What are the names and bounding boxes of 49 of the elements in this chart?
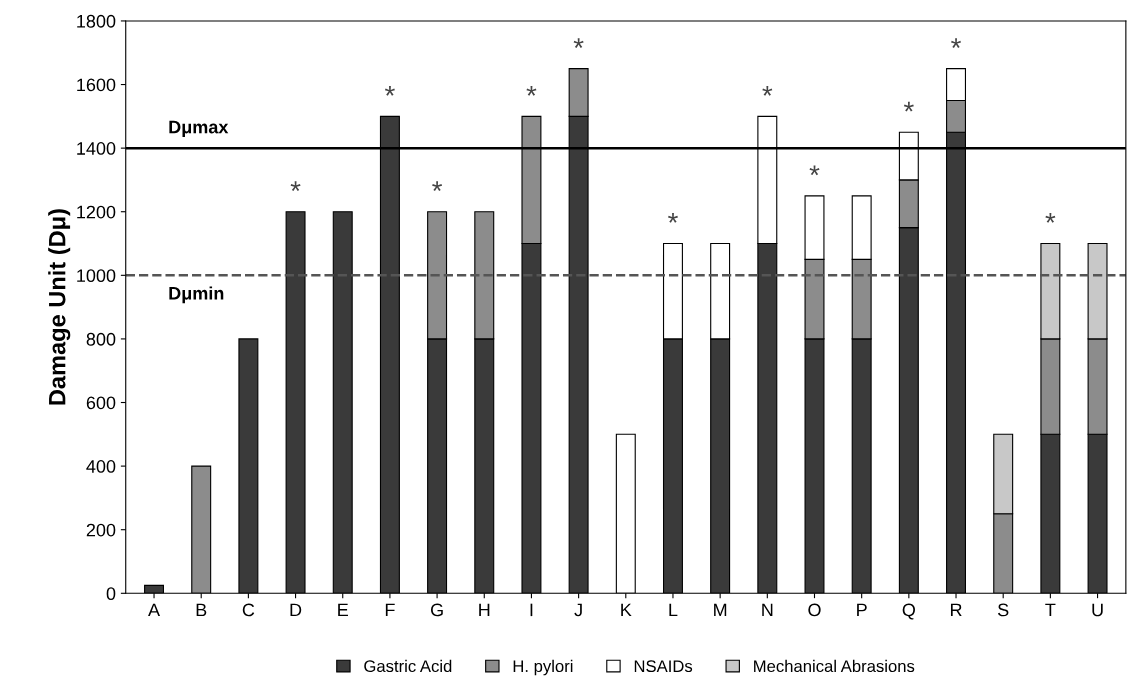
x-tick-label: K [621,603,632,617]
y-tick-label: 600 [86,396,116,410]
y-axis-title: Damage Unit (Dμ) [48,209,71,405]
x-tick-label: F [385,603,395,617]
x-tick-label: H [479,603,490,617]
annotation: * [384,85,395,96]
x-tick-label: E [338,603,348,617]
y-tick-label: 1200 [77,205,116,219]
y-tick-label: 1600 [77,78,116,92]
x-tick-label: Q [902,603,916,620]
y-tick-label: 0 [106,587,116,601]
annotation: * [573,38,584,48]
x-tick-label: A [148,603,161,617]
x-tick-label: J [574,603,582,617]
legend-label: NSAIDs [634,660,693,673]
annotation: * [290,181,301,192]
x-tick-label: G [430,603,443,617]
legend-label: H. pylori [513,659,573,676]
annotation: * [1045,213,1056,223]
annotation: * [809,165,820,176]
legend-label: Mechanical Abrasions [754,659,915,673]
x-tick-label: P [857,603,867,617]
x-tick-label: U [1092,603,1103,617]
annotation: * [526,85,537,96]
x-tick-label: L [669,603,678,617]
annotation: * [903,101,914,112]
y-tick-label: 200 [86,523,116,537]
ref-line-label: Dμmax [169,120,229,137]
y-tick-label: 1000 [77,269,116,283]
y-tick-label: 1800 [77,14,116,28]
legend-label: Gastric Acid [364,659,452,673]
x-tick-label: S [998,603,1009,617]
x-tick-label: I [530,603,533,617]
annotation: * [668,213,678,223]
x-tick-label: M [714,603,727,617]
x-tick-label: C [242,603,255,617]
x-tick-label: D [290,603,302,617]
annotation: * [951,38,961,48]
x-tick-label: T [1045,603,1056,617]
ref-line-label: Dμmin [169,286,224,304]
x-tick-label: N [762,603,773,617]
x-tick-label: R [950,603,962,617]
y-tick-label: 1400 [77,142,116,155]
y-tick-label: 400 [86,460,116,473]
x-tick-label: O [808,603,821,617]
y-tick-label: 800 [86,332,116,346]
annotation: * [432,181,443,192]
x-tick-label: B [196,603,207,617]
annotation: * [762,85,773,96]
